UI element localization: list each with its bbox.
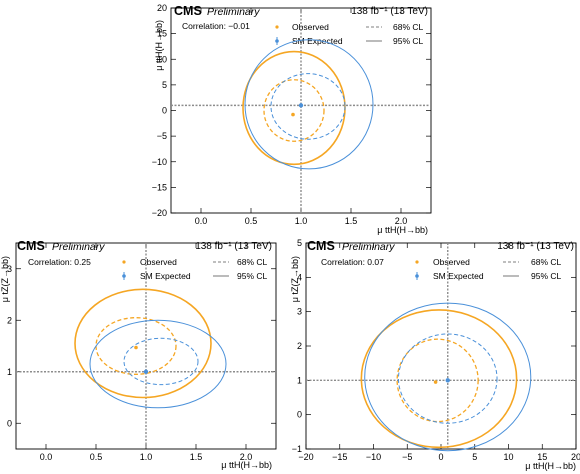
lumi-label: 138 fb⁻¹ (13 TeV) — [497, 241, 574, 252]
x-tick-label: 5 — [472, 452, 477, 462]
legend-observed-marker — [275, 25, 279, 29]
observed-point — [134, 345, 138, 350]
x-tick-label: 10 — [503, 452, 513, 462]
legend-68-label: 68% CL — [531, 257, 562, 267]
legend-expected-label: SM Expected — [433, 271, 484, 281]
lumi-label: 138 fb⁻¹ (13 TeV) — [195, 241, 272, 252]
y-tick-label: −15 — [152, 182, 167, 192]
panel-bottom-left: CMS Preliminary 138 fb⁻¹ (13 TeV) Correl… — [0, 239, 277, 470]
legend-expected-label: SM Expected — [292, 36, 343, 46]
y-tick-label: 2 — [7, 315, 12, 325]
legend-68-label: 68% CL — [237, 257, 268, 267]
lumi-label: 138 fb⁻¹ (13 TeV) — [351, 6, 428, 17]
y-tick-label: 15 — [157, 29, 167, 39]
preliminary-label: Preliminary — [52, 241, 105, 253]
y-tick-label: 0 — [7, 418, 12, 428]
y-tick-label: 4 — [297, 272, 302, 282]
cms-label: CMS — [17, 239, 45, 253]
expected-contour-95 — [364, 302, 532, 452]
x-tick-label: −20 — [298, 452, 313, 462]
expected-contour-68 — [123, 337, 199, 386]
legend-observed-label: Observed — [292, 22, 329, 32]
observed-contour-68 — [263, 79, 325, 142]
y-tick-label: 5 — [297, 238, 302, 248]
x-axis-title: μ ttH(H→bb) — [377, 225, 428, 235]
y-tick-label: 0 — [162, 106, 167, 116]
correlation-label: Correlation: 0.07 — [321, 257, 384, 267]
panel-bottom-right: CMS Preliminary 138 fb⁻¹ (13 TeV) Correl… — [290, 238, 580, 471]
y-tick-label: 3 — [7, 264, 12, 274]
observed-contour-95 — [242, 50, 346, 166]
preliminary-label: Preliminary — [207, 6, 260, 18]
x-axis-title: μ ttH(H→bb) — [221, 460, 272, 470]
expected-point — [445, 378, 450, 383]
expected-contour-68 — [270, 73, 346, 140]
legend-observed-marker — [122, 260, 126, 264]
legend-expected-marker — [415, 274, 419, 278]
x-tick-label: 20 — [571, 452, 580, 462]
legend-95-label: 95% CL — [393, 36, 424, 46]
x-tick-label: −15 — [332, 452, 347, 462]
observed-point — [433, 380, 438, 384]
legend-observed-marker — [415, 260, 419, 264]
y-tick-label: −10 — [152, 157, 167, 167]
x-tick-label: 0.0 — [195, 216, 208, 226]
y-tick-label: 1 — [7, 367, 12, 377]
cms-label: CMS — [174, 4, 202, 18]
legend-95-label: 95% CL — [531, 271, 562, 281]
observed-contour-95 — [74, 288, 212, 399]
y-axis-title: μ ttH(H→bb) — [154, 20, 164, 71]
plot-area: 0.0 0.5 1.0 1.5 2.0 −20 −15 −10 −5 0 5 10 15 20 — [152, 3, 432, 226]
x-tick-label: −10 — [366, 452, 381, 462]
cms-label: CMS — [307, 239, 335, 253]
y-tick-label: 2 — [297, 341, 302, 351]
legend-expected-marker — [122, 274, 126, 278]
observed-contour-68 — [396, 338, 479, 423]
x-tick-label: 1.5 — [190, 452, 203, 462]
expected-contour-68 — [397, 333, 498, 424]
x-tick-label: 1.0 — [295, 216, 308, 226]
y-tick-label: 3 — [297, 307, 302, 317]
x-tick-label: 2.0 — [240, 452, 253, 462]
plot-area: 0.0 0.5 1.0 1.5 2.0 0 1 2 3 — [7, 242, 277, 462]
observed-contour-95 — [360, 309, 518, 449]
correlation-label: Correlation: −0.01 — [182, 21, 250, 31]
y-tick-label: 20 — [157, 3, 167, 13]
x-tick-label: 1.0 — [140, 452, 153, 462]
x-tick-label: 2.0 — [395, 216, 408, 226]
expected-contour-95 — [244, 39, 374, 170]
x-tick-label: 1.5 — [345, 216, 358, 226]
legend-expected-marker — [275, 39, 279, 43]
x-axis-title: μ ttH(H→bb) — [525, 461, 576, 471]
y-tick-label: −20 — [152, 208, 167, 218]
y-tick-label: −5 — [157, 131, 167, 141]
correlation-label: Correlation: 0.25 — [28, 257, 91, 267]
legend-95-label: 95% CL — [237, 271, 268, 281]
legend-expected-label: SM Expected — [140, 271, 191, 281]
legend-observed-label: Observed — [140, 257, 177, 267]
y-tick-label: −1 — [292, 444, 302, 454]
y-axis-title: μ tZ(Z→bb) — [0, 256, 10, 302]
y-tick-label: 1 — [297, 375, 302, 385]
x-tick-label: 0.0 — [40, 452, 53, 462]
legend-observed-label: Observed — [433, 257, 470, 267]
x-tick-label: 15 — [537, 452, 547, 462]
expected-point — [143, 369, 149, 374]
x-tick-label: 0.5 — [90, 452, 103, 462]
x-tick-label: −5 — [402, 452, 412, 462]
expected-contour-95 — [89, 319, 227, 409]
legend-68-label: 68% CL — [393, 22, 424, 32]
panel-top: CMS Preliminary 138 fb⁻¹ (13 TeV) Correl… — [152, 3, 432, 235]
observed-point — [291, 112, 295, 117]
x-tick-label: 0.5 — [245, 216, 258, 226]
y-tick-label: 10 — [157, 54, 167, 64]
y-tick-label: 0 — [297, 410, 302, 420]
y-axis-title: μ tZ(Z→bb) — [290, 256, 300, 302]
preliminary-label: Preliminary — [342, 241, 395, 253]
expected-point — [298, 103, 304, 108]
x-tick-label: 0 — [438, 452, 443, 462]
y-tick-label: 5 — [162, 80, 167, 90]
